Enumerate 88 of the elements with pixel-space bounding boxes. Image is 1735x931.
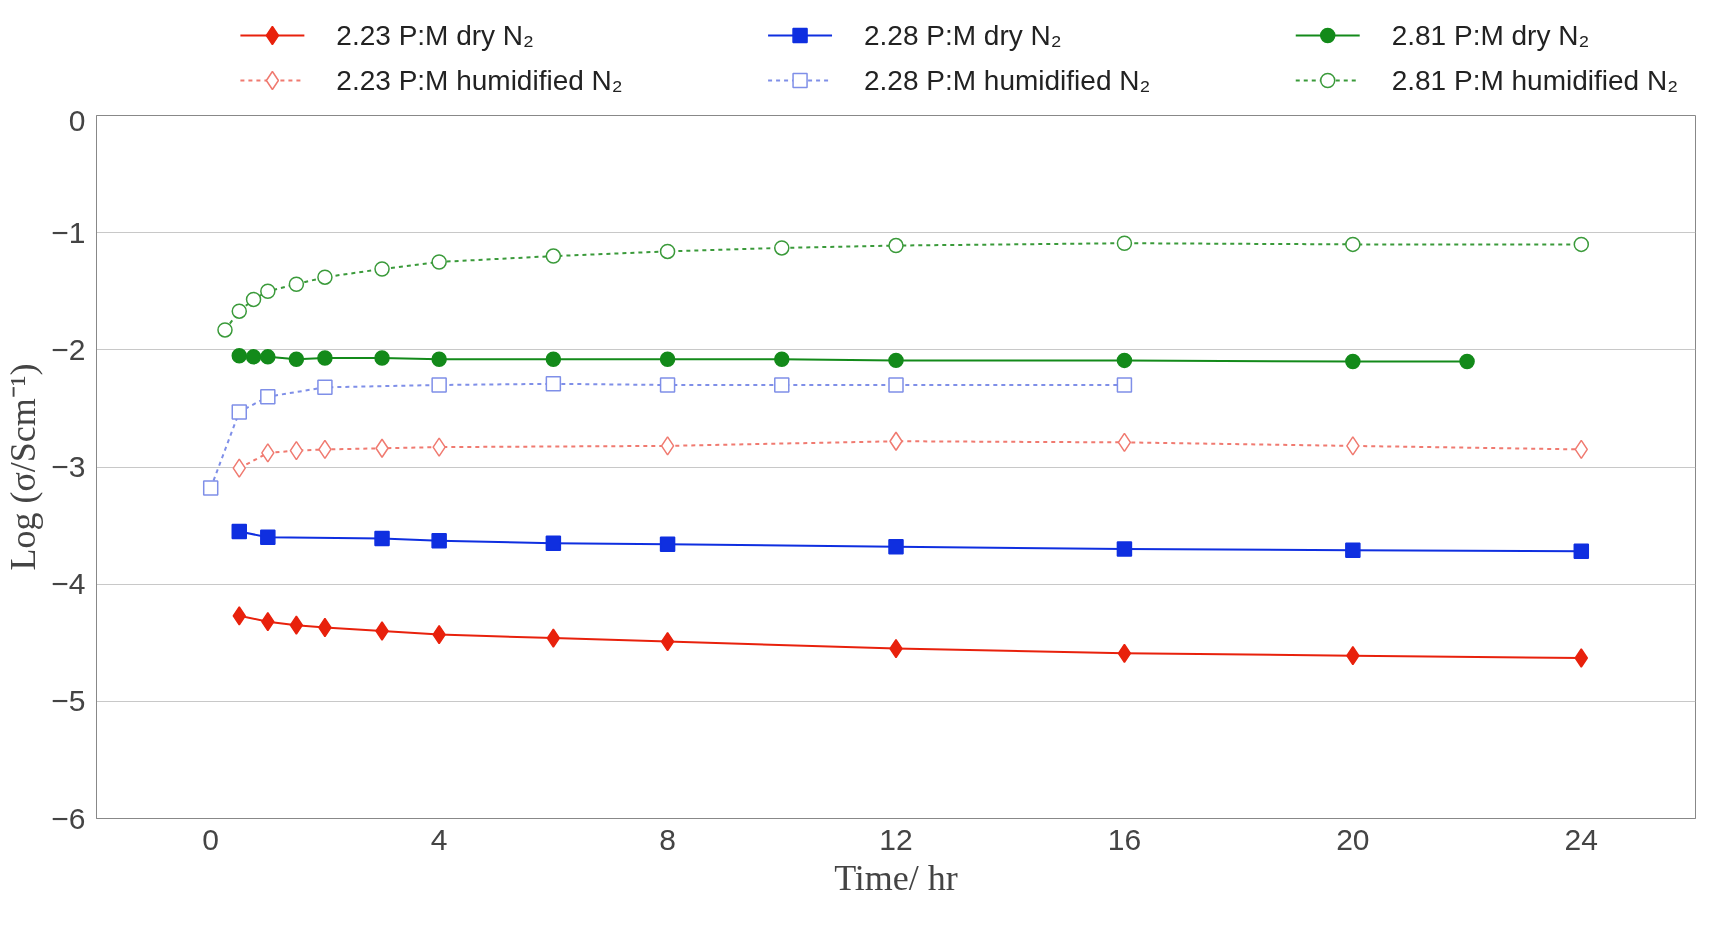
point [545,248,562,264]
point [1116,541,1133,557]
point [260,349,276,365]
point [317,350,333,366]
point [1345,542,1361,558]
point [431,351,447,367]
point [1346,436,1360,456]
point [260,283,276,299]
point [1117,432,1132,453]
point [231,523,248,540]
point [888,237,904,254]
point [1345,236,1361,253]
legend-label: 2.28 P:M humidified N₂ [864,65,1151,96]
point [245,349,262,365]
point [232,458,247,478]
x-tick-label: 12 [879,822,913,856]
y-tick-label: −4 [51,567,86,601]
point [261,443,275,463]
legend-label: 2.28 P:M dry N₂ [864,20,1062,51]
y-tick-label: −5 [51,684,86,718]
x-tick-label: 16 [1107,822,1142,856]
point [888,352,904,369]
point [432,437,446,457]
point [545,351,562,367]
legend-label: 2.81 P:M humidified N₂ [1391,65,1679,96]
y-tick-label: −2 [51,332,86,366]
point [545,535,562,551]
point [288,351,305,367]
point [289,440,304,461]
point [1117,643,1132,664]
point [659,243,676,260]
point [1459,353,1475,370]
point [232,606,247,626]
point [1116,235,1133,251]
y-tick-label: −3 [51,450,86,483]
point [1116,377,1133,393]
point [659,351,676,367]
point [660,631,675,652]
point [1574,648,1589,668]
point [545,376,562,392]
point [288,276,305,292]
point [317,379,333,396]
point [431,533,447,549]
point [1116,352,1133,369]
point [202,480,219,496]
point [375,621,389,641]
y-tick-label: 0 [68,103,86,137]
point [217,322,233,338]
point [1345,353,1361,370]
point [260,529,276,546]
point [374,530,390,547]
point [317,269,333,285]
x-tick-label: 8 [659,822,676,856]
point [888,538,904,555]
point [1573,543,1590,560]
y-tick-label: −6 [51,801,86,835]
point [374,261,390,277]
point [1574,439,1589,460]
point [289,615,304,635]
point [1573,236,1590,253]
point [659,377,676,393]
point [774,351,790,367]
point [889,431,903,451]
point [260,388,276,405]
point [546,628,561,648]
x-tick-label: 0 [202,822,220,856]
x-tick-label: 4 [430,822,448,856]
legend-label: 2.81 P:M dry N₂ [1391,20,1590,51]
x-tick-label: 24 [1564,822,1598,856]
legend-label: 2.23 P:M humidified N₂ [336,65,623,96]
point [245,291,262,308]
legend-label: 2.23 P:M dry N₂ [336,20,534,51]
point [231,303,248,319]
point [374,350,390,366]
point [431,377,447,393]
y-axis-title: Log (σ/Scm⁻¹) [3,363,44,571]
point [888,377,904,393]
x-tick-label: 20 [1336,822,1370,856]
point [774,377,790,393]
point [375,438,389,458]
point [660,436,675,456]
point [231,347,248,364]
point [774,240,790,256]
point [231,404,248,420]
x-axis-title: Time/ hr [834,857,958,898]
point [659,536,676,553]
point [431,254,447,270]
y-tick-label: −1 [51,215,86,249]
